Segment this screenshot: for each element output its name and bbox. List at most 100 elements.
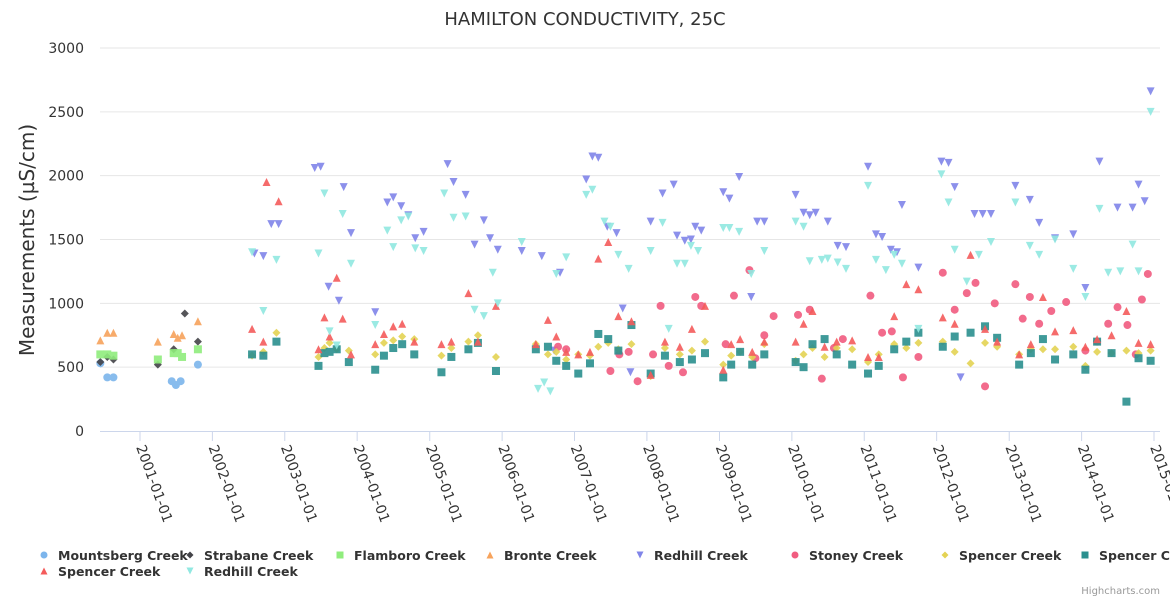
data-point: [1051, 327, 1060, 336]
legend-marker-icon: [336, 551, 344, 559]
data-point: [864, 181, 873, 190]
y-tick-label: 0: [75, 424, 84, 440]
legend-marker-icon: [486, 551, 494, 559]
legend-label: Flamboro Creek: [354, 548, 466, 563]
data-point: [986, 209, 995, 218]
data-point: [371, 365, 380, 374]
legend-item[interactable]: Strabane Creek: [186, 548, 314, 563]
x-tick-label: 2011-01-01: [856, 443, 899, 525]
y-tick-label: 1000: [48, 296, 84, 312]
data-point: [1137, 295, 1146, 304]
data-point: [808, 306, 817, 315]
legend-item[interactable]: Spencer Creek: [40, 564, 162, 579]
data-point: [747, 269, 756, 278]
legend-item[interactable]: Flamboro Creek: [336, 548, 467, 563]
data-point: [1113, 203, 1122, 212]
legend-item[interactable]: Stoney Creek: [791, 548, 904, 563]
x-tick-label: 2014-01-01: [1074, 443, 1117, 525]
data-point: [332, 341, 341, 350]
data-point: [791, 190, 800, 199]
x-tick-label: 2012-01-01: [929, 443, 972, 525]
legend-item[interactable]: Spencer Creek: [941, 548, 1063, 563]
legend-marker-icon: [1081, 551, 1089, 559]
data-point: [1122, 397, 1131, 406]
data-point: [944, 198, 953, 207]
data-point: [646, 246, 655, 255]
data-point: [753, 217, 762, 226]
x-axis: 2001-01-01 2002-01-01 2003-01-01 2004-01-01…: [100, 431, 1170, 525]
data-point: [488, 268, 497, 277]
legend-item[interactable]: Redhill Creek: [636, 548, 749, 563]
data-point: [626, 368, 635, 377]
data-point: [993, 337, 1002, 346]
data-point: [842, 243, 851, 252]
data-point: [832, 337, 841, 346]
data-point: [664, 324, 673, 333]
legend-item[interactable]: Redhill Creek: [186, 564, 299, 579]
data-point: [673, 231, 682, 240]
data-point: [864, 162, 873, 171]
y-axis-ticks: 0 500 1000 1500 2000 2500 3000: [48, 41, 84, 440]
data-point: [594, 153, 603, 162]
data-point: [874, 361, 883, 370]
data-point: [660, 351, 669, 360]
data-point: [848, 360, 857, 369]
data-point: [950, 183, 959, 192]
series-8: [248, 178, 1155, 379]
data-point: [347, 350, 356, 359]
data-point: [1025, 292, 1034, 301]
x-tick-label: 2006-01-01: [494, 443, 537, 525]
data-point: [585, 347, 594, 356]
data-point: [594, 254, 603, 263]
data-point: [552, 269, 561, 278]
data-point: [914, 352, 923, 361]
legend-item[interactable]: Bronte Creek: [486, 548, 598, 563]
data-point: [1026, 349, 1035, 358]
legend-item[interactable]: Spencer Creek: [1081, 548, 1170, 563]
data-point: [332, 273, 341, 282]
data-point: [769, 312, 778, 321]
data-point: [890, 345, 899, 354]
data-point: [314, 361, 323, 370]
data-point: [950, 305, 959, 314]
credits-link[interactable]: Highcharts.com: [1081, 586, 1160, 597]
data-point: [585, 359, 594, 368]
data-point: [447, 344, 456, 353]
data-point: [604, 335, 613, 344]
data-point: [618, 304, 627, 313]
legend-item[interactable]: Mountsberg Creek: [40, 548, 189, 563]
data-point: [898, 373, 907, 382]
data-point: [1116, 267, 1125, 276]
data-point: [259, 351, 268, 360]
data-point: [103, 373, 112, 382]
data-point: [938, 342, 947, 351]
data-point: [272, 328, 281, 337]
x-tick-label: 2009-01-01: [712, 443, 755, 525]
data-point: [486, 234, 495, 243]
data-point: [1035, 319, 1044, 328]
data-point: [552, 356, 561, 365]
data-point: [890, 250, 899, 259]
data-point: [686, 241, 695, 250]
data-point: [272, 337, 281, 346]
data-point: [1011, 280, 1020, 289]
data-point: [379, 351, 388, 360]
data-point: [604, 238, 613, 247]
data-point: [805, 211, 814, 220]
data-point: [950, 319, 959, 328]
data-point: [517, 246, 526, 255]
data-point: [1093, 335, 1102, 344]
data-point: [379, 329, 388, 338]
data-point: [649, 350, 658, 359]
data-point: [173, 349, 182, 358]
legend-marker-icon: [791, 551, 799, 559]
data-point: [721, 340, 730, 349]
legend-marker-icon: [40, 551, 48, 559]
data-point: [627, 340, 636, 349]
data-point: [1095, 204, 1104, 213]
data-point: [517, 238, 526, 247]
data-point: [658, 218, 667, 227]
series-2: [96, 345, 202, 364]
data-point: [1146, 107, 1155, 116]
data-point: [389, 243, 398, 252]
